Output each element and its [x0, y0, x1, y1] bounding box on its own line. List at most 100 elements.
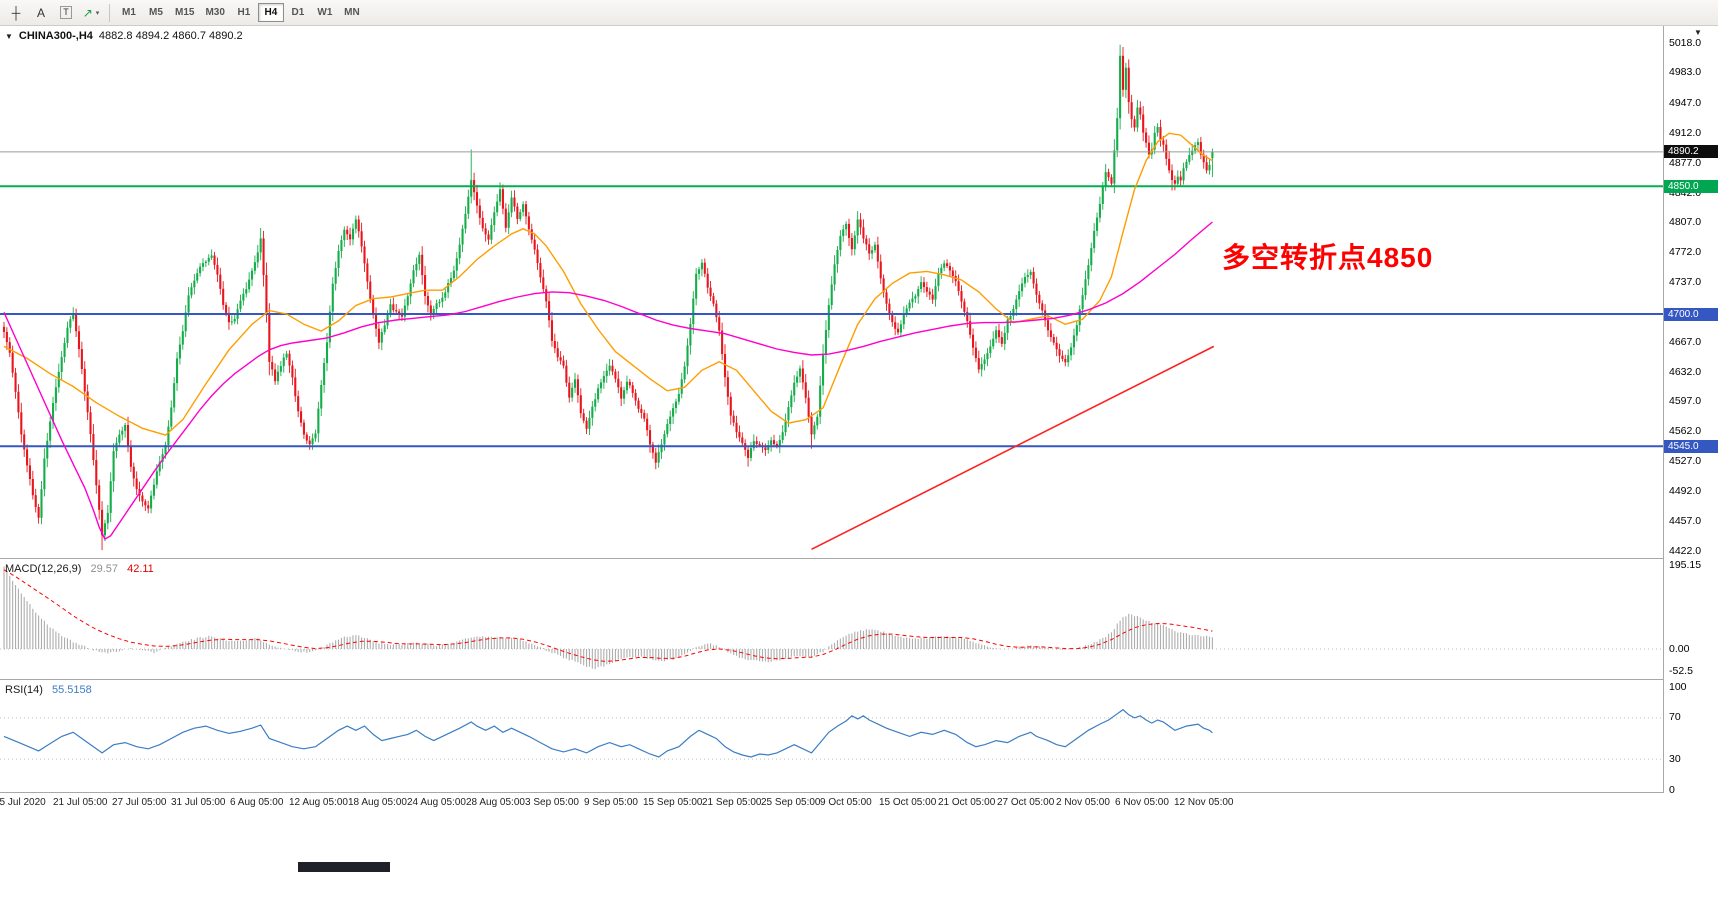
price-tick: 4912.0	[1669, 126, 1702, 139]
text-label-tool-button[interactable]: T	[54, 3, 78, 23]
time-label: 6 Nov 05:00	[1115, 797, 1169, 808]
time-label: 9 Sep 05:00	[584, 797, 638, 808]
price-tick: 4422.0	[1669, 544, 1702, 557]
rsi-axis-tick: 70	[1669, 711, 1681, 724]
timeframe-group: M1 M5 M15 M30 H1 H4 D1 W1 MN	[116, 3, 365, 22]
price-badge-4850.0: 4850.0	[1664, 179, 1718, 193]
time-label: 15 Jul 2020	[0, 797, 46, 808]
time-label: 31 Jul 05:00	[171, 797, 226, 808]
time-label: 27 Jul 05:00	[112, 797, 167, 808]
chevron-down-icon: ▾	[95, 9, 100, 17]
time-label: 3 Sep 05:00	[525, 797, 579, 808]
timeframe-button-h1[interactable]: H1	[237, 7, 251, 18]
macd-indicator-label: MACD(12,26,9) 29.57 42.11	[5, 563, 154, 575]
price-tick: 4492.0	[1669, 484, 1702, 497]
ma-fast-line	[3, 132, 1213, 436]
rsi-axis-tick: 100	[1669, 680, 1687, 693]
time-label: 9 Oct 05:00	[820, 797, 872, 808]
price-tick: 4667.0	[1669, 335, 1702, 348]
horizontal-lines-layer	[0, 151, 1663, 448]
timeframe-button-mn[interactable]: MN	[344, 7, 360, 18]
price-badge-4545.0: 4545.0	[1664, 439, 1718, 453]
text-annotation-tool-button[interactable]: A	[29, 3, 53, 23]
time-label: 15 Sep 05:00	[643, 797, 703, 808]
rsi-axis-tick: 30	[1669, 752, 1681, 765]
time-label: 21 Jul 05:00	[53, 797, 108, 808]
main-chart-canvas[interactable]	[0, 26, 1663, 558]
rsi-indicator-label: RSI(14) 55.5158	[5, 684, 92, 696]
panel-separator[interactable]	[0, 679, 1718, 680]
time-label: 27 Oct 05:00	[997, 797, 1055, 808]
toolbar: ┼ A T ↗ ▾ M1 M5 M15 M30 H1 H4 D1 W1 MN	[0, 0, 1718, 26]
price-tick: 4877.0	[1669, 156, 1702, 169]
macd-main-value: 29.57	[90, 563, 119, 575]
arrow-tools-dropdown-button[interactable]: ↗ ▾	[79, 3, 103, 23]
price-tick: 4457.0	[1669, 514, 1702, 527]
price-tick: 4807.0	[1669, 216, 1702, 229]
crosshair-tool-icon: ┼	[11, 5, 21, 20]
time-label: 21 Oct 05:00	[938, 797, 996, 808]
chart-shift-marker-icon: ▼	[1694, 28, 1702, 37]
chart-text-annotation[interactable]: 多空转折点4850	[1222, 242, 1434, 273]
time-label: 25 Sep 05:00	[761, 797, 821, 808]
drawing-tools-group: ┼ A T ↗ ▾	[4, 3, 103, 23]
timeframe-button-m1[interactable]: M1	[122, 7, 136, 18]
symbol-ohlc-label: ▼ CHINA300-,H4 4882.8 4894.2 4860.7 4890…	[5, 30, 243, 42]
timeframe-button-m30[interactable]: M30	[205, 7, 225, 18]
crosshair-tool-button[interactable]: ┼	[4, 3, 28, 23]
text-label-tool-icon: T	[60, 6, 72, 19]
toolbar-separator	[109, 3, 110, 22]
macd-canvas[interactable]	[0, 560, 1663, 678]
timeframe-button-h4[interactable]: H4	[257, 3, 284, 22]
ma-slow-line	[3, 221, 1213, 541]
time-label: 15 Oct 05:00	[879, 797, 937, 808]
price-badge-4700.0: 4700.0	[1664, 307, 1718, 321]
macd-name: MACD(12,26,9)	[5, 563, 82, 575]
macd-axis-tick: 195.15	[1669, 559, 1702, 572]
macd-histogram	[3, 566, 1213, 670]
macd-axis-tick: 0.00	[1669, 642, 1690, 655]
price-tick: 4772.0	[1669, 246, 1702, 259]
price-tick: 4737.0	[1669, 276, 1702, 288]
time-label: 12 Aug 05:00	[289, 797, 348, 808]
time-label: 28 Aug 05:00	[466, 797, 525, 808]
time-label: 21 Sep 05:00	[702, 797, 762, 808]
symbol-name: CHINA300-,H4	[18, 30, 93, 42]
timeframe-button-w1[interactable]: W1	[317, 7, 333, 18]
time-label: 18 Aug 05:00	[348, 797, 407, 808]
rsi-line	[3, 708, 1213, 758]
price-tick: 4562.0	[1669, 425, 1702, 438]
timeframe-button-d1[interactable]: D1	[291, 7, 305, 18]
price-tick: 4947.0	[1669, 97, 1702, 109]
price-tick: 4527.0	[1669, 455, 1702, 467]
price-tick: 5018.0	[1669, 36, 1702, 49]
time-label: 24 Aug 05:00	[407, 797, 466, 808]
chart-region: ▼ CHINA300-,H4 4882.8 4894.2 4860.7 4890…	[0, 26, 1718, 898]
rsi-name: RSI(14)	[5, 684, 43, 696]
text-annotation-tool-icon: A	[36, 5, 45, 20]
price-scale[interactable]: 5018.04983.04947.04912.04877.04842.04807…	[1663, 26, 1718, 796]
timeframe-button-m5[interactable]: M5	[149, 7, 163, 18]
symbol-dropdown-icon[interactable]: ▼	[5, 31, 13, 41]
panel-separator[interactable]	[0, 558, 1718, 559]
panel-separator[interactable]	[0, 792, 1718, 793]
candles-layer	[2, 44, 1214, 551]
time-label: 12 Nov 05:00	[1174, 797, 1234, 808]
macd-axis-tick: -52.5	[1669, 664, 1693, 677]
time-axis[interactable]: 15 Jul 2020 21 Jul 05:00 27 Jul 05:00 31 Ju…	[0, 793, 1663, 814]
time-label: 2 Nov 05:00	[1056, 797, 1110, 808]
arrow-tools-dropdown-icon: ↗	[82, 5, 93, 20]
timeframe-button-m15[interactable]: M15	[175, 7, 195, 18]
ohlc-values: 4882.8 4894.2 4860.7 4890.2	[98, 30, 243, 42]
rsi-axis-tick: 0	[1669, 783, 1675, 796]
macd-signal-line	[3, 569, 1213, 662]
rsi-canvas[interactable]	[0, 681, 1663, 791]
time-label: 6 Aug 05:00	[230, 797, 284, 808]
trend-line	[811, 345, 1215, 551]
price-badge-4890.2: 4890.2	[1664, 145, 1718, 159]
macd-signal-value: 42.11	[127, 563, 154, 575]
taskbar-fragment	[298, 862, 390, 872]
price-tick: 4597.0	[1669, 395, 1702, 408]
price-tick: 4983.0	[1669, 66, 1702, 79]
